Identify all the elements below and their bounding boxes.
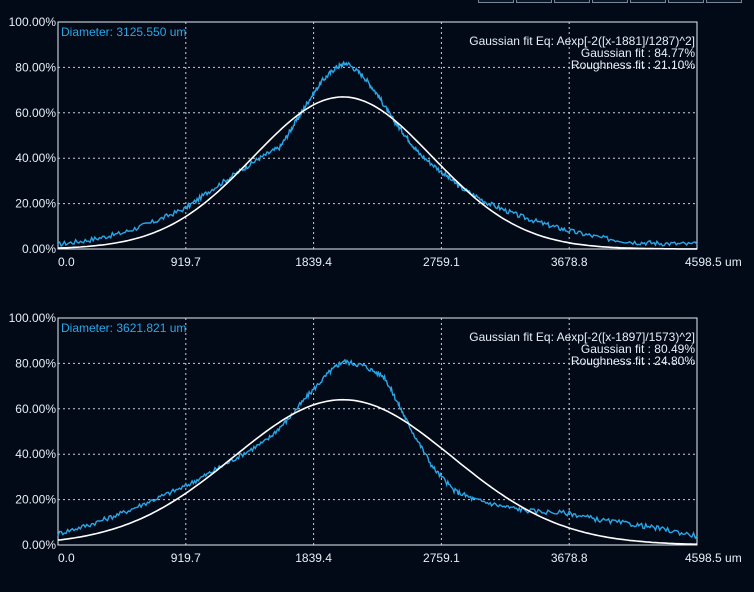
y-tick-label: 20.00% xyxy=(15,197,56,211)
toolbar-tab-7[interactable] xyxy=(706,0,742,3)
y-tick-label: 100.00% xyxy=(9,311,57,325)
y-tick-label: 100.00% xyxy=(9,15,57,29)
x-tick-label: 4598.5 um xyxy=(685,255,742,269)
x-tick-label: 1839.4 xyxy=(295,551,332,565)
x-tick-label: 3678.8 xyxy=(551,551,588,565)
y-tick-label: 0.00% xyxy=(22,242,56,256)
gaussian-fit-value: Gaussian fit : 84.77% xyxy=(581,46,695,60)
plot-area-frame xyxy=(57,21,698,250)
window-top-strip xyxy=(0,0,754,3)
x-tick-label: 2759.1 xyxy=(423,551,460,565)
beam-profile-chart-bottom: 0.00% 20.00% 40.00% 60.00% 80.00% 100.00% 0.0 9… xyxy=(9,311,742,565)
x-tick-label: 919.7 xyxy=(171,255,201,269)
toolbar-tab-4[interactable] xyxy=(592,0,628,3)
roughness-fit-value: Roughness fit : 21.10% xyxy=(571,58,695,72)
measured-profile-line xyxy=(57,358,698,540)
toolbar-tab-1[interactable] xyxy=(478,0,514,3)
y-tick-label: 80.00% xyxy=(15,356,56,370)
toolbar-tab-6[interactable] xyxy=(668,0,704,3)
x-tick-label: 3678.8 xyxy=(551,255,588,269)
x-tick-label: 1839.4 xyxy=(295,255,332,269)
beam-profile-chart-top: 0.00% 20.00% 40.00% 60.00% 80.00% 100.00% 0.0 9… xyxy=(9,15,742,269)
x-tick-label: 919.7 xyxy=(171,551,201,565)
gaussian-fit-value: Gaussian fit : 80.49% xyxy=(581,342,695,356)
roughness-fit-value: Roughness fit : 24.80% xyxy=(571,354,695,368)
gaussian-fit-line xyxy=(57,398,697,545)
gaussian-fit-line xyxy=(57,96,697,250)
y-tick-label: 0.00% xyxy=(22,538,56,552)
gaussian-fit-equation: Gaussian fit Eq: Aexp[-2([x-1881]/1287)^… xyxy=(469,34,695,48)
y-tick-label: 60.00% xyxy=(15,402,56,416)
y-tick-label: 20.00% xyxy=(15,493,56,507)
diameter-label: Diameter: 3125.550 um xyxy=(61,25,186,39)
toolbar-tab-5[interactable] xyxy=(630,0,666,3)
measured-profile-line xyxy=(57,60,698,248)
y-tick-label: 60.00% xyxy=(15,106,56,120)
gaussian-fit-equation: Gaussian fit Eq: Aexp[-2([x-1897]/1573)^… xyxy=(469,330,695,344)
x-tick-label: 4598.5 um xyxy=(685,551,742,565)
y-tick-label: 40.00% xyxy=(15,151,56,165)
x-tick-label: 2759.1 xyxy=(423,255,460,269)
diameter-label: Diameter: 3621.821 um xyxy=(61,321,186,335)
x-tick-label: 0.0 xyxy=(58,255,75,269)
toolbar-tab-2[interactable] xyxy=(516,0,552,3)
y-tick-label: 40.00% xyxy=(15,447,56,461)
x-tick-label: 0.0 xyxy=(58,551,75,565)
plot-area-frame xyxy=(57,317,698,546)
toolbar-tab-3[interactable] xyxy=(554,0,590,3)
y-tick-label: 80.00% xyxy=(15,60,56,74)
